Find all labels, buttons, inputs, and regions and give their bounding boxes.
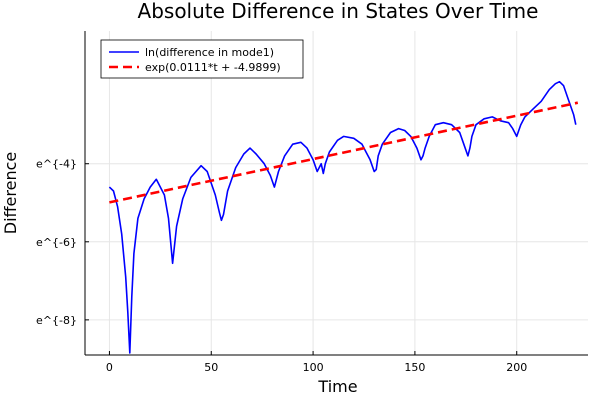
legend-label: exp(0.0111*t + -4.9899)	[145, 61, 281, 74]
legend-label: ln(difference in mode1)	[145, 46, 274, 59]
series-line-2	[109, 101, 579, 204]
y-axis-label: Difference	[1, 152, 20, 234]
y-tick-label: e^{-4}	[36, 158, 77, 171]
chart-title: Absolute Difference in States Over Time	[138, 0, 539, 23]
x-tick-label: 100	[303, 361, 324, 374]
x-tick-label: 200	[506, 361, 527, 374]
axes-frame	[84, 31, 588, 356]
y-tick-label: e^{-8}	[36, 314, 77, 327]
grid	[85, 31, 588, 355]
x-tick-label: 50	[204, 361, 218, 374]
x-axis-label: Time	[317, 377, 357, 396]
series-line-1	[108, 80, 577, 354]
legend-box	[100, 39, 304, 79]
legend: ln(difference in mode1) exp(0.0111*t + -4…	[100, 39, 304, 79]
x-tick-label: 0	[106, 361, 113, 374]
x-tick-label: 150	[404, 361, 425, 374]
series-layer	[108, 80, 579, 354]
y-tick-label: e^{-6}	[36, 236, 77, 249]
ticks: 0 50 100 150 200 e^{-4} e^{-6} e^{-8}	[36, 158, 527, 374]
